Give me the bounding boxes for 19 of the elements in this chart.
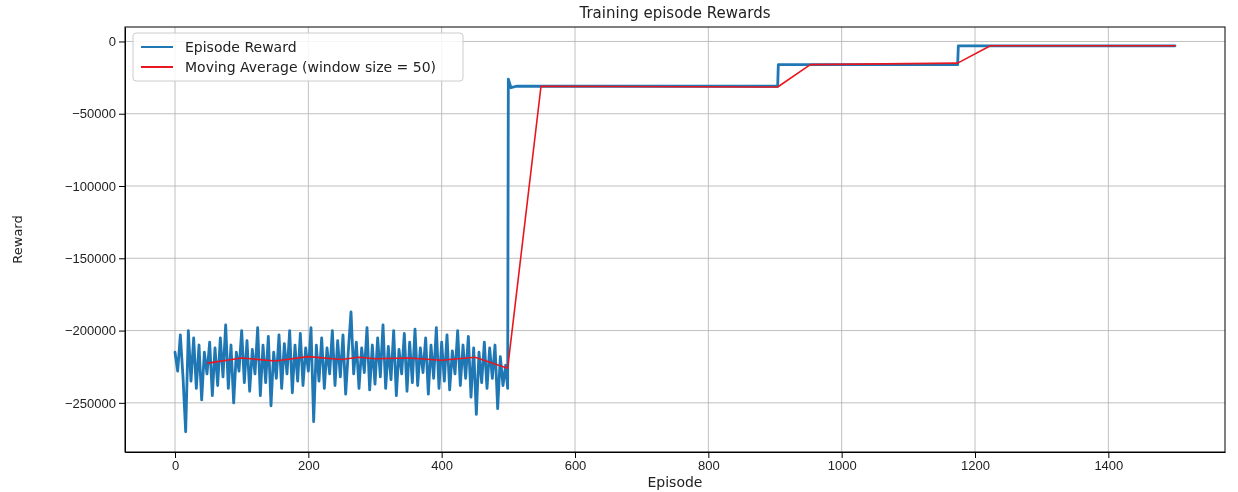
y-tick-label: −250000 [65,395,116,411]
y-tick-label: −100000 [65,178,116,194]
x-tick-label: 400 [431,458,454,474]
x-axis-title: Episode [647,474,703,490]
y-tick-label: −150000 [65,250,116,266]
x-tick-label: 1000 [827,458,857,474]
x-tick-label: 600 [564,458,587,474]
x-tick-label: 1200 [961,458,990,474]
x-tick-label: 0 [171,458,180,474]
y-tick-label: −200000 [65,323,116,339]
x-tick-label: 200 [297,458,320,474]
y-axis-title: Reward [10,215,25,264]
legend-label: Moving Average (window size = 50) [185,59,437,75]
y-tick-label: −50000 [72,106,116,122]
chart-title: Training episode Rewards [578,4,771,22]
x-tick-label: 800 [697,458,720,474]
x-tick-label: 1400 [1094,458,1124,474]
legend-label: Episode Reward [185,39,297,55]
y-tick-label: 0 [108,34,116,50]
